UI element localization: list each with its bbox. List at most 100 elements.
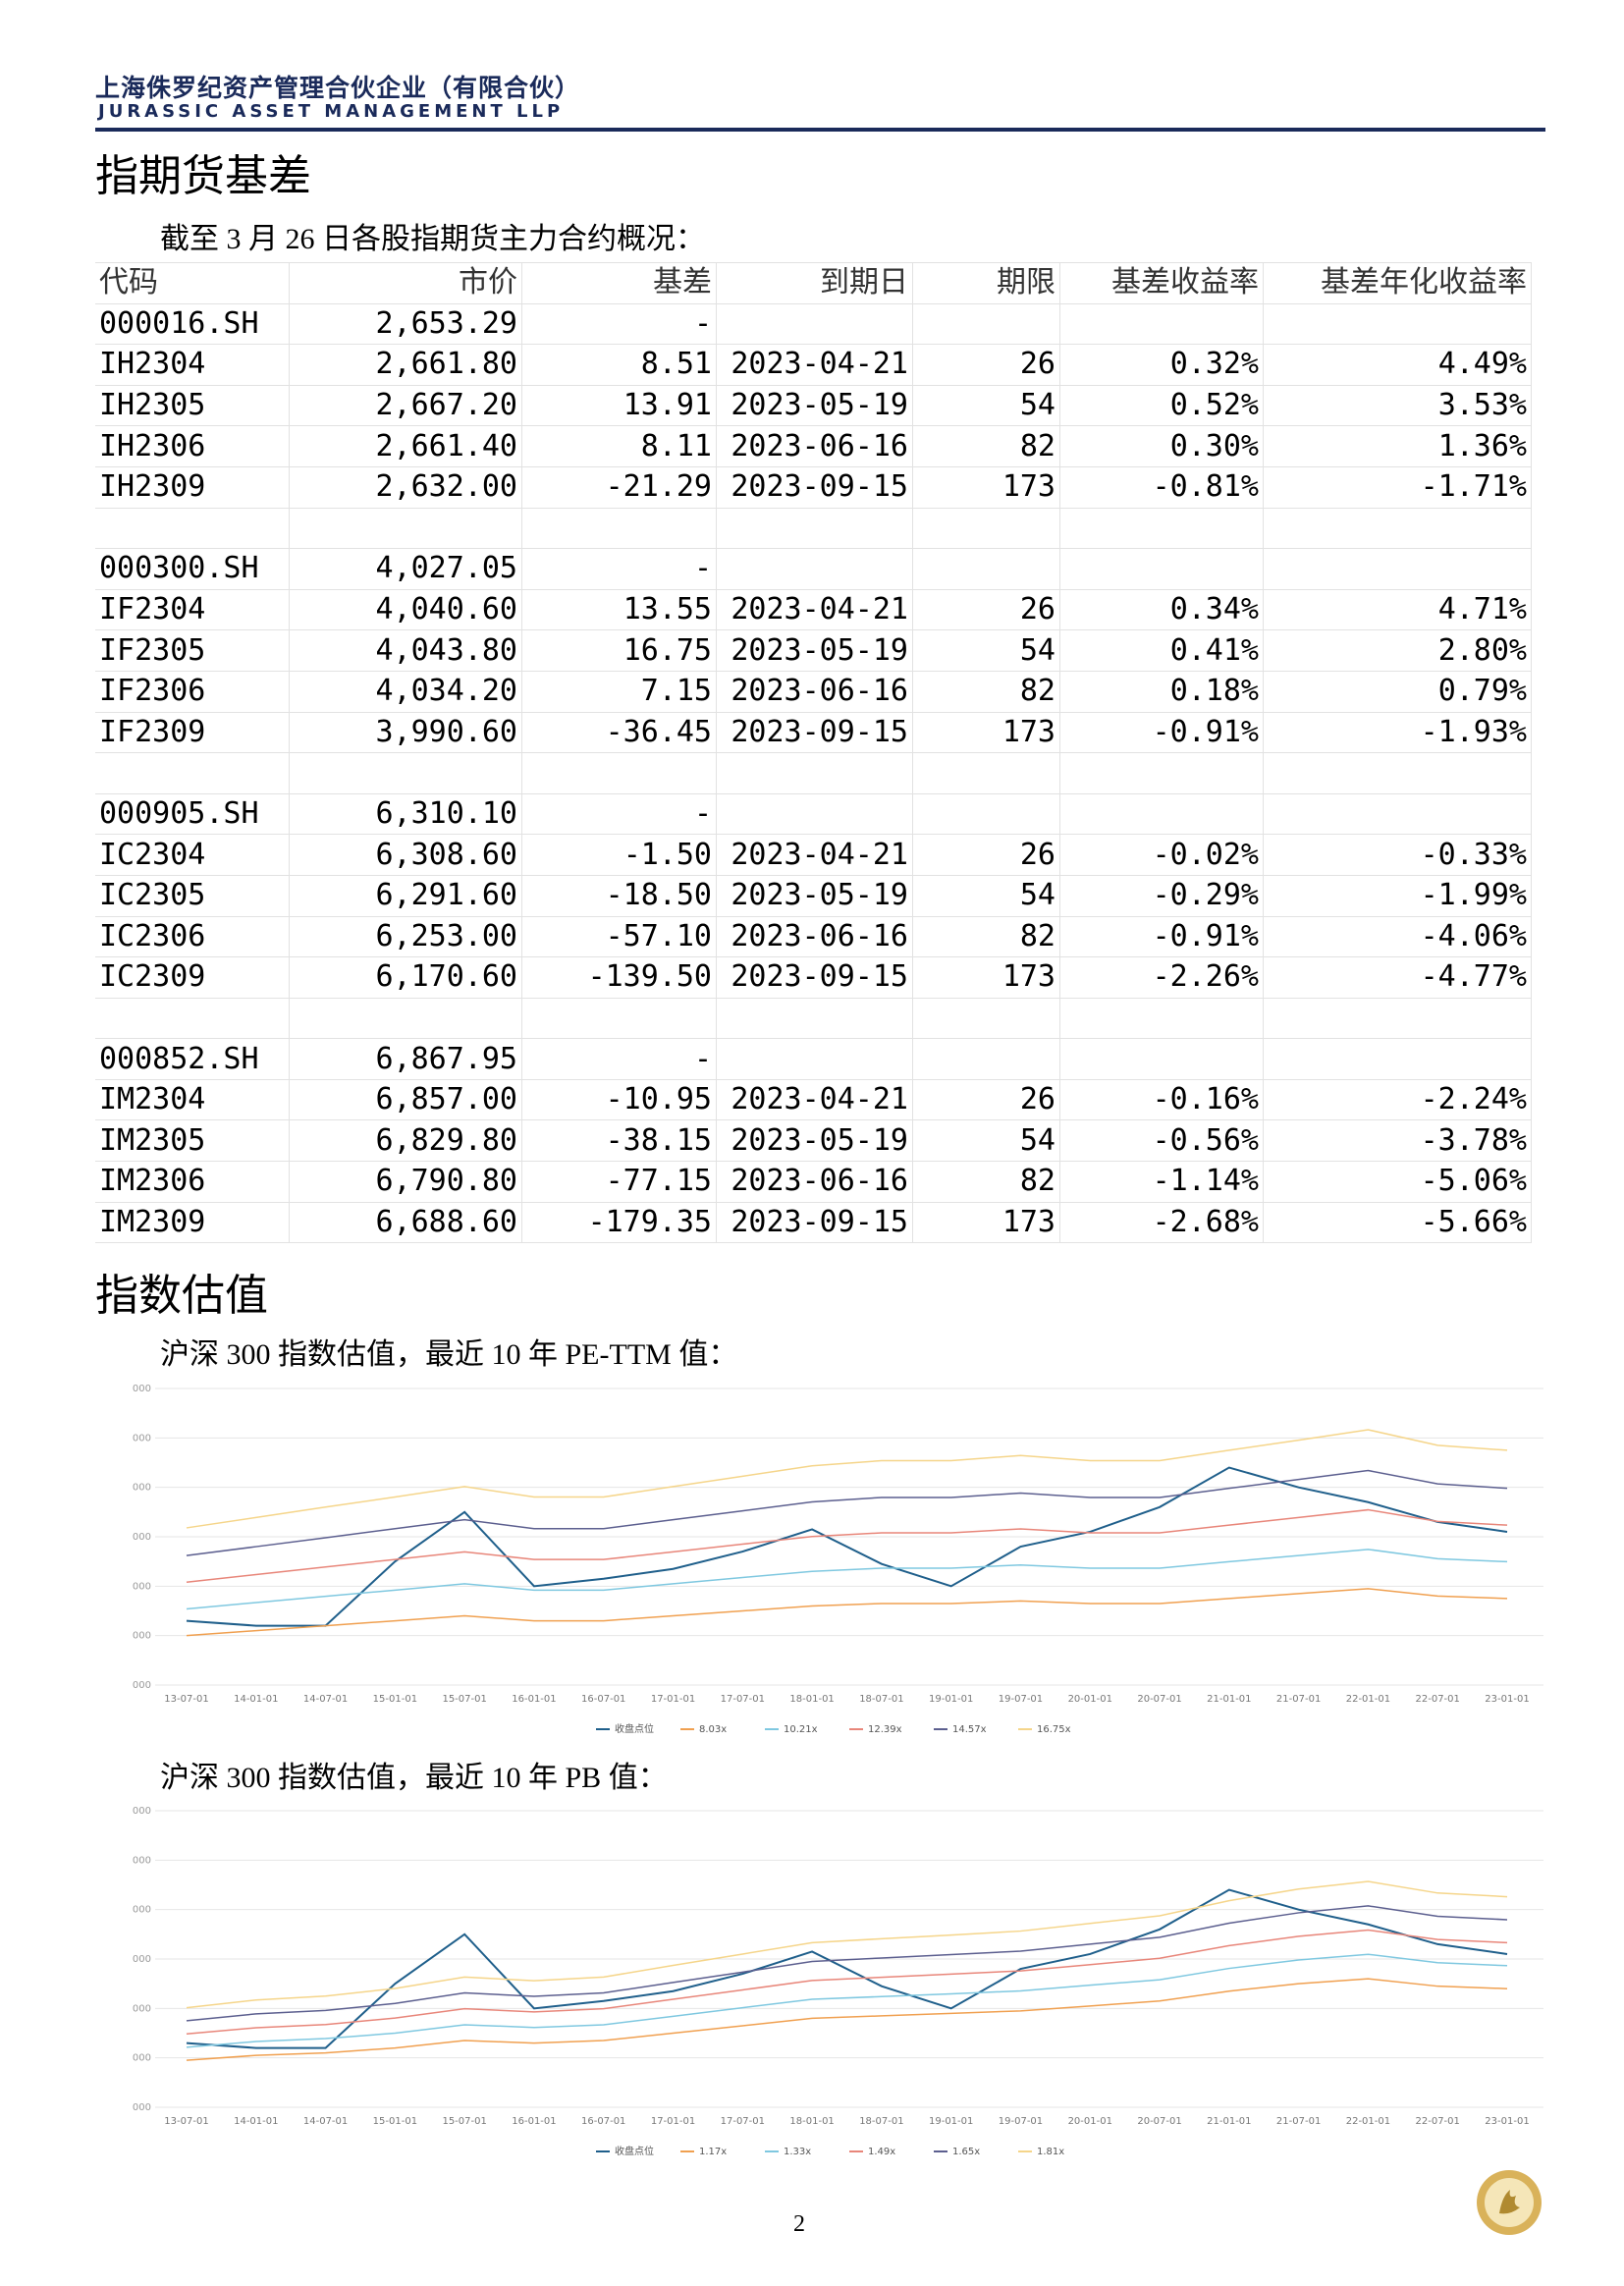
table-row [95,752,1532,794]
legend-label: 12.39x [868,1724,902,1735]
table-cell: IC2309 [95,956,290,999]
series-line [186,1508,1508,1584]
table-cell: 3,990.60 [289,711,522,754]
logo [1477,2170,1542,2235]
table-row [95,507,1532,550]
table-cell: -0.02% [1059,834,1264,876]
y-tick-label: 5,000 [133,1905,151,1916]
logo-mark [1499,2190,1520,2214]
table-cell: 54 [912,384,1060,427]
table-row: IM2305 6,829.80 -38.15 2023-05-19 54 -0.56% -3… [95,1119,1532,1163]
table-cell: 0.32% [1059,344,1264,386]
table-cell: IM2305 [95,1119,290,1163]
y-tick-label: 7,000 [133,1385,151,1394]
series-line [186,1929,1508,2036]
series-line [186,1549,1508,1610]
table-cell [912,997,1060,1040]
x-tick-label: 16-07-01 [581,1694,625,1705]
series-line [186,1888,1508,2049]
header-cell: 基差年化收益率 [1263,262,1532,304]
page-number: 2 [793,2211,805,2237]
table-cell: 000016.SH [95,302,290,346]
header-cell: 到期日 [716,262,913,304]
table-cell [95,997,290,1040]
table-cell: 2023-09-15 [716,956,913,999]
table-cell: 2023-06-16 [716,670,913,713]
table-row: IM2306 6,790.80 -77.15 2023-06-16 82 -1.14% -5… [95,1161,1532,1203]
table-cell: 2,632.00 [289,465,522,509]
table-cell: 2,661.40 [289,425,522,467]
series-line [186,1588,1508,1637]
x-tick-label: 23-01-01 [1485,2116,1529,2127]
table-cell: -5.06% [1263,1161,1532,1203]
x-tick-label: 15-07-01 [442,1694,486,1705]
table-cell: 82 [912,1161,1060,1203]
table-cell [1263,792,1532,836]
legend-label: 收盘点位 [615,1722,654,1735]
table-cell: IH2306 [95,425,290,467]
table-cell: -57.10 [521,915,717,958]
table-cell [716,997,913,1040]
table-cell: 1.36% [1263,425,1532,467]
x-tick-label: 22-01-01 [1346,1694,1390,1705]
table-cell [1059,752,1264,794]
x-tick-label: 18-01-01 [789,2116,834,2127]
chart-title: 沪深 300 指数估值，最近 10 年 PE-TTM 值： [160,1338,738,1371]
table-cell: 54 [912,1119,1060,1163]
table-cell [716,548,913,590]
table-cell: -1.14% [1059,1161,1264,1203]
table-cell: -0.33% [1263,834,1532,876]
table-row: IF2309 3,990.60 -36.45 2023-09-15 173 -0.91% -… [95,711,1532,754]
table-cell [912,792,1060,836]
table-row: IH2305 2,667.20 13.91 2023-05-19 54 0.52% 3.53… [95,384,1532,427]
legend-label: 16.75x [1037,1724,1071,1735]
series-line [186,1466,1508,1627]
table-cell: -18.50 [521,874,717,917]
table-cell: 173 [912,465,1060,509]
table-cell: -0.16% [1059,1078,1264,1121]
y-tick-label: 1,000 [133,1680,151,1691]
x-tick-label: 16-07-01 [581,2116,625,2127]
table-cell [521,752,717,794]
header-row: 代码 市价 基差 到期日 期限 基差收益率 基差年化收益率 [95,262,1532,304]
table-cell: 82 [912,670,1060,713]
table-cell: IF2304 [95,588,290,631]
table-cell [1263,548,1532,590]
table-cell: -0.91% [1059,711,1264,754]
table-cell: 2,661.80 [289,344,522,386]
table-cell: 8.51 [521,344,717,386]
header-rule [95,128,1545,132]
chart-title: 沪深 300 指数估值，最近 10 年 PB 值： [160,1762,668,1794]
table-cell: 6,829.80 [289,1119,522,1163]
legend-label: 1.81x [1037,2147,1064,2157]
table-cell: 2023-05-19 [716,384,913,427]
table-cell: 0.52% [1059,384,1264,427]
table-cell: -36.45 [521,711,717,754]
table-cell: 6,291.60 [289,874,522,917]
table-cell: -0.29% [1059,874,1264,917]
table-cell: IH2304 [95,344,290,386]
table-cell [521,997,717,1040]
table-row [95,997,1532,1040]
table-cell: -3.78% [1263,1119,1532,1163]
basis-table: 代码 市价 基差 到期日 期限 基差收益率 基差年化收益率 000016.SH 2,653.29… [95,262,1532,1244]
x-tick-label: 13-07-01 [164,2116,208,2127]
x-tick-label: 17-07-01 [721,1694,765,1705]
x-tick-label: 15-07-01 [442,2116,486,2127]
table-cell: 2023-04-21 [716,344,913,386]
table-cell: IM2309 [95,1201,290,1244]
table-cell: 2023-05-19 [716,629,913,672]
table-cell: 000905.SH [95,792,290,836]
table-cell: - [521,548,717,590]
table-row: 000300.SH 4,027.05- [95,548,1532,590]
table-cell: 6,790.80 [289,1161,522,1203]
table-cell [912,752,1060,794]
table-cell: IM2306 [95,1161,290,1203]
table-cell [716,507,913,550]
x-tick-label: 21-07-01 [1276,2116,1321,2127]
table-cell: -179.35 [521,1201,717,1244]
header-cell: 期限 [912,262,1060,304]
x-tick-label: 17-01-01 [651,2116,695,2127]
legend-label: 收盘点位 [615,2145,654,2157]
x-tick-label: 20-01-01 [1068,1694,1112,1705]
